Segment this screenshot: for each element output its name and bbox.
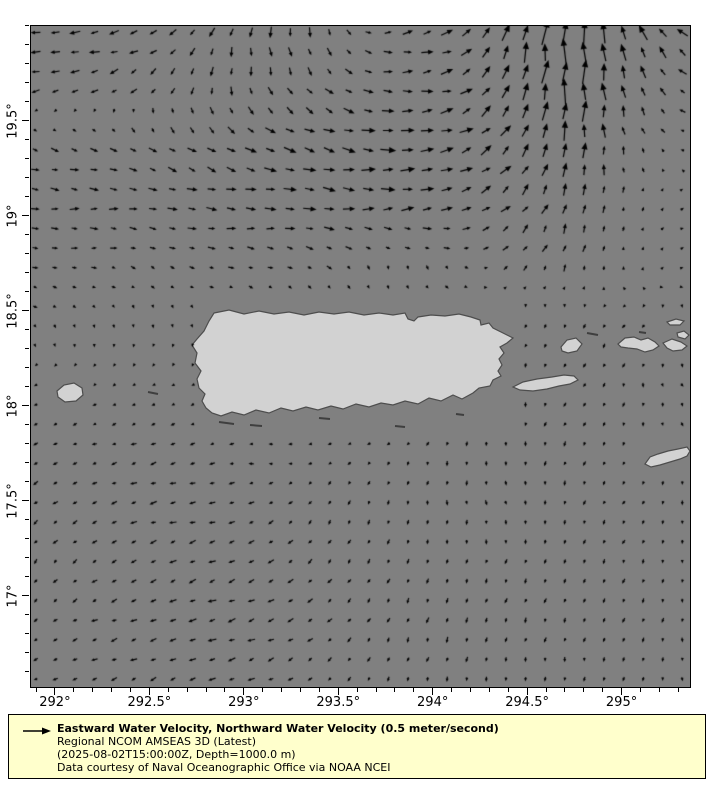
- x-minor-tick: [507, 688, 509, 692]
- y-minor-tick: [25, 652, 29, 654]
- x-tick-label: 294.5°: [505, 695, 549, 710]
- y-minor-tick: [25, 158, 29, 160]
- y-tick-label: 17.5°: [5, 482, 21, 519]
- x-major-tick: [526, 688, 528, 695]
- y-minor-tick: [25, 329, 29, 331]
- legend-box: Eastward Water Velocity, Northward Water…: [8, 714, 706, 779]
- x-major-tick: [54, 688, 56, 695]
- x-minor-tick: [186, 688, 188, 692]
- y-minor-tick: [25, 139, 29, 141]
- x-tick-label: 294°: [417, 695, 449, 710]
- x-minor-tick: [73, 688, 75, 692]
- x-minor-tick: [35, 688, 37, 692]
- x-minor-tick: [167, 688, 169, 692]
- x-minor-tick: [205, 688, 207, 692]
- y-minor-tick: [25, 424, 29, 426]
- y-major-tick: [22, 120, 29, 122]
- y-major-tick: [22, 500, 29, 502]
- y-minor-tick: [25, 196, 29, 198]
- x-minor-tick: [92, 688, 94, 692]
- y-minor-tick: [25, 614, 29, 616]
- x-minor-tick: [677, 688, 679, 692]
- y-minor-tick: [25, 367, 29, 369]
- y-minor-tick: [25, 82, 29, 84]
- x-tick-label: 295°: [605, 695, 638, 710]
- y-minor-tick: [25, 25, 29, 27]
- x-minor-tick: [375, 688, 377, 692]
- y-minor-tick: [25, 443, 29, 445]
- y-minor-tick: [25, 386, 29, 388]
- reference-arrow-icon: [23, 727, 51, 735]
- x-major-tick: [243, 688, 245, 695]
- y-minor-tick: [25, 272, 29, 274]
- x-tick-label: 293°: [228, 695, 260, 710]
- y-minor-tick: [25, 519, 29, 521]
- y-tick-label: 18.5°: [5, 292, 21, 329]
- y-minor-tick: [25, 538, 29, 540]
- x-major-tick: [621, 688, 623, 695]
- x-minor-tick: [583, 688, 585, 692]
- x-minor-tick: [356, 688, 358, 692]
- y-minor-tick: [25, 101, 29, 103]
- x-minor-tick: [639, 688, 641, 692]
- y-minor-tick: [25, 576, 29, 578]
- legend-credit-line: Data courtesy of Naval Oceanographic Off…: [57, 761, 391, 774]
- y-minor-tick: [25, 481, 29, 483]
- velocity-arrows-layer: [31, 26, 690, 687]
- x-minor-tick: [469, 688, 471, 692]
- y-major-tick: [22, 215, 29, 217]
- x-tick-label: 293.5°: [316, 695, 361, 710]
- y-minor-tick: [25, 557, 29, 559]
- x-major-tick: [148, 688, 150, 695]
- y-tick-label: 18°: [5, 394, 21, 418]
- x-minor-tick: [602, 688, 604, 692]
- y-major-tick: [22, 405, 29, 407]
- y-minor-tick: [25, 462, 29, 464]
- y-minor-tick: [25, 348, 29, 350]
- x-tick-label: 292.5°: [127, 695, 172, 710]
- y-minor-tick: [25, 63, 29, 65]
- x-minor-tick: [224, 688, 226, 692]
- x-minor-tick: [413, 688, 415, 692]
- x-minor-tick: [451, 688, 453, 692]
- x-minor-tick: [658, 688, 660, 692]
- x-tick-label: 292°: [39, 695, 71, 710]
- x-minor-tick: [488, 688, 490, 692]
- map-plot-area: [30, 25, 691, 688]
- x-major-tick: [337, 688, 339, 695]
- y-minor-tick: [25, 234, 29, 236]
- legend-model-line: Regional NCOM AMSEAS 3D (Latest): [57, 735, 256, 748]
- x-minor-tick: [545, 688, 547, 692]
- x-minor-tick: [394, 688, 396, 692]
- y-major-tick: [22, 310, 29, 312]
- y-minor-tick: [25, 253, 29, 255]
- x-major-tick: [432, 688, 434, 695]
- x-minor-tick: [129, 688, 131, 692]
- x-minor-tick: [281, 688, 283, 692]
- y-tick-label: 19°: [5, 204, 21, 228]
- y-minor-tick: [25, 671, 29, 673]
- x-minor-tick: [564, 688, 566, 692]
- y-major-tick: [22, 595, 29, 597]
- legend-time-depth-line: (2025-08-02T15:00:00Z, Depth=1000.0 m): [57, 748, 296, 761]
- x-minor-tick: [299, 688, 301, 692]
- legend-title: Eastward Water Velocity, Northward Water…: [57, 722, 499, 735]
- y-minor-tick: [25, 291, 29, 293]
- x-minor-tick: [262, 688, 264, 692]
- y-minor-tick: [25, 44, 29, 46]
- y-minor-tick: [25, 177, 29, 179]
- y-tick-label: 17°: [5, 584, 21, 608]
- x-minor-tick: [111, 688, 113, 692]
- y-tick-label: 19.5°: [5, 102, 21, 139]
- y-minor-tick: [25, 633, 29, 635]
- x-minor-tick: [318, 688, 320, 692]
